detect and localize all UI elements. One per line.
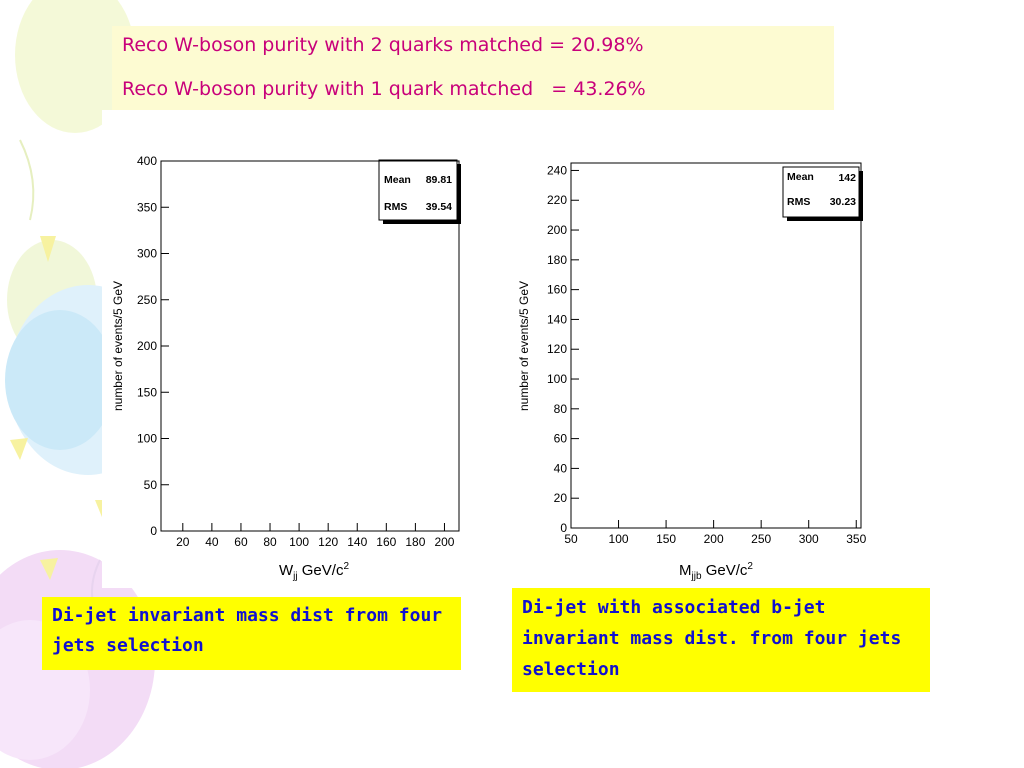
purity-two-quarks: Reco W-boson purity with 2 quarks matche…: [122, 34, 644, 56]
wjj-histogram: Mean 89.81 RMS 39.54 number of events/5 …: [111, 154, 461, 582]
x-tick-label: 50: [564, 532, 578, 546]
x-tick-label: 100: [609, 532, 629, 546]
y-tick-label: 80: [554, 402, 568, 416]
y-tick-label: 20: [554, 491, 568, 505]
y-axis-label: number of events/5 GeV: [517, 281, 531, 411]
y-tick-label: 40: [554, 461, 568, 475]
y-tick-label: 150: [137, 385, 157, 399]
x-tick-label: 120: [318, 535, 338, 549]
x-tick-label: 250: [751, 532, 771, 546]
y-tick-label: 140: [547, 312, 567, 326]
y-tick-label: 200: [547, 223, 567, 237]
y-tick-label: 220: [547, 193, 567, 207]
y-tick-label: 400: [137, 154, 157, 168]
x-tick-label: 150: [656, 532, 676, 546]
mjjb-histogram: Mean 142 RMS 30.23 number of events/5 Ge…: [517, 162, 867, 582]
x-tick-label: 300: [799, 532, 819, 546]
y-tick-label: 0: [560, 521, 567, 535]
y-tick-label: 160: [547, 283, 567, 297]
x-axis-label: Wjj GeV/c2: [279, 561, 349, 582]
y-tick-label: 300: [137, 247, 157, 261]
purity-one-quark: Reco W-boson purity with 1 quark matched…: [122, 78, 646, 100]
x-tick-label: 40: [205, 535, 219, 549]
y-tick-label: 120: [547, 342, 567, 356]
x-tick-label: 200: [704, 532, 724, 546]
x-tick-label: 350: [846, 532, 866, 546]
y-tick-label: 60: [554, 432, 568, 446]
y-tick-label: 0: [150, 524, 157, 538]
y-axis-label: number of events/5 GeV: [111, 281, 125, 411]
stats-box: Mean 89.81 RMS 39.54: [378, 159, 461, 224]
caption-right: Di-jet with associated b-jet invariant m…: [512, 588, 930, 692]
x-tick-label: 60: [234, 535, 248, 549]
stats-mean-value: 89.81: [426, 174, 452, 186]
plot-border: [570, 162, 862, 529]
y-tick-label: 240: [547, 163, 567, 177]
x-tick-label: 140: [347, 535, 367, 549]
x-tick-label: 80: [263, 535, 277, 549]
y-tick-label: 250: [137, 293, 157, 307]
x-tick-label: 160: [376, 535, 396, 549]
mjjb-histogram-panel: Mean 142 RMS 30.23 number of events/5 Ge…: [508, 110, 874, 588]
y-tick-label: 350: [137, 200, 157, 214]
y-tick-label: 100: [547, 372, 567, 386]
x-axis-label: Mjjb GeV/c2: [679, 561, 753, 582]
caption-left: Di-jet invariant mass dist from four jet…: [42, 597, 461, 670]
x-tick-label: 200: [434, 535, 454, 549]
y-tick-label: 180: [547, 253, 567, 267]
stats-mean-value: 142: [838, 172, 856, 184]
purity-header: Reco W-boson purity with 2 quarks matche…: [112, 26, 834, 110]
y-tick-label: 100: [137, 432, 157, 446]
stats-rms-value: 39.54: [426, 201, 452, 213]
stats-box: Mean 142 RMS 30.23: [782, 166, 863, 221]
y-tick-label: 200: [137, 339, 157, 353]
y-tick-label: 50: [144, 478, 158, 492]
stats-mean-label: Mean: [384, 174, 411, 186]
x-tick-label: 100: [289, 535, 309, 549]
x-tick-label: 180: [405, 535, 425, 549]
stats-rms-label: RMS: [787, 196, 810, 208]
stats-rms-label: RMS: [384, 201, 407, 213]
stats-rms-value: 30.23: [830, 196, 856, 208]
x-tick-label: 20: [176, 535, 190, 549]
stats-mean-label: Mean: [787, 171, 814, 183]
wjj-histogram-panel: Mean 89.81 RMS 39.54 number of events/5 …: [102, 110, 468, 588]
